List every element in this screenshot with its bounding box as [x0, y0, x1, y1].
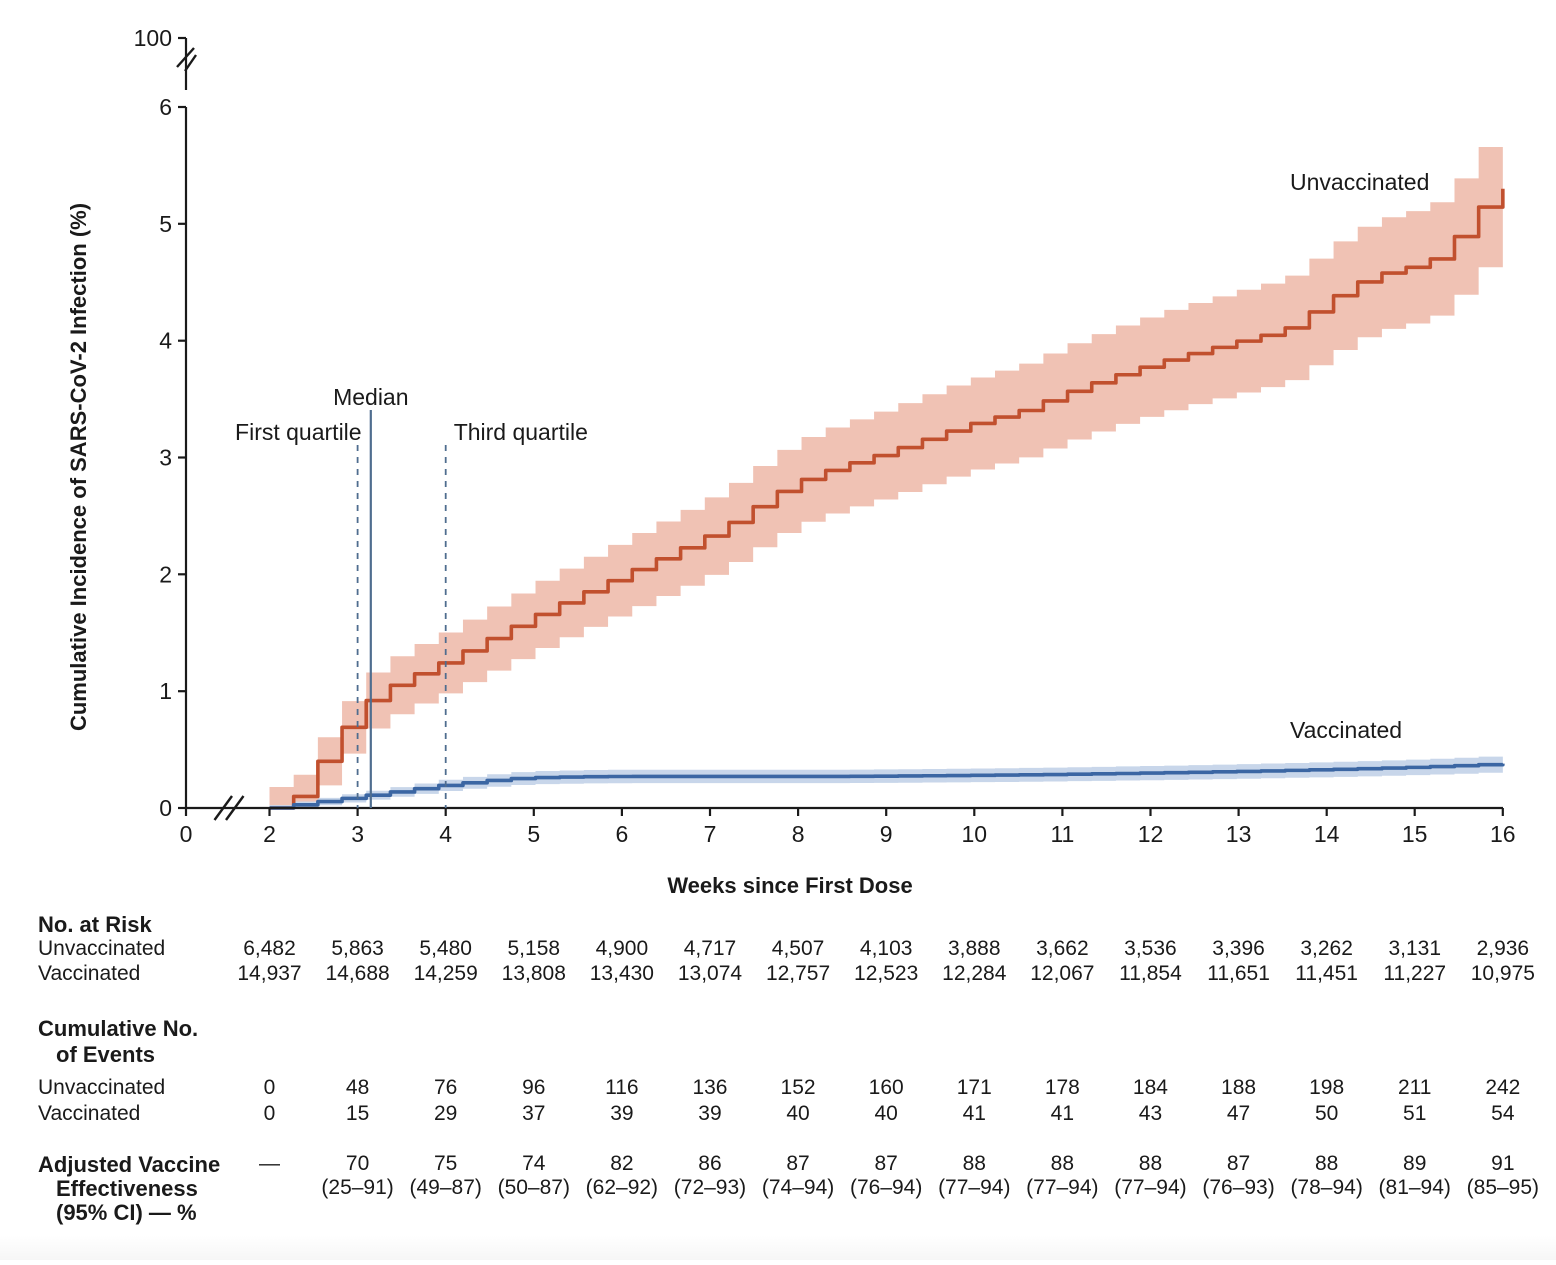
svg-text:15: 15 — [1402, 821, 1428, 847]
svg-text:1: 1 — [159, 678, 172, 704]
svg-text:11: 11 — [1050, 821, 1074, 847]
svg-text:2: 2 — [263, 821, 276, 847]
svg-text:14: 14 — [1314, 821, 1340, 847]
svg-text:First quartile: First quartile — [235, 419, 362, 445]
svg-text:10: 10 — [962, 821, 988, 847]
svg-text:13: 13 — [1226, 821, 1252, 847]
svg-text:Cumulative Incidence of SARS-C: Cumulative Incidence of SARS-CoV-2 Infec… — [66, 203, 91, 731]
svg-text:Unvaccinated: Unvaccinated — [1290, 169, 1429, 195]
svg-text:16: 16 — [1490, 821, 1516, 847]
svg-text:5: 5 — [527, 821, 540, 847]
svg-text:Weeks since First Dose: Weeks since First Dose — [667, 873, 912, 898]
svg-text:7: 7 — [704, 821, 717, 847]
svg-text:0: 0 — [180, 821, 193, 847]
svg-text:3: 3 — [159, 445, 172, 471]
svg-text:5: 5 — [159, 211, 172, 237]
svg-text:8: 8 — [792, 821, 805, 847]
svg-text:Median: Median — [333, 384, 408, 410]
svg-text:3: 3 — [351, 821, 364, 847]
svg-text:12: 12 — [1138, 821, 1164, 847]
svg-text:100: 100 — [134, 25, 172, 51]
svg-text:9: 9 — [880, 821, 893, 847]
svg-text:0: 0 — [159, 795, 172, 821]
svg-text:4: 4 — [159, 328, 172, 354]
svg-text:2: 2 — [159, 561, 172, 587]
svg-text:Third quartile: Third quartile — [454, 419, 588, 445]
svg-text:6: 6 — [159, 94, 172, 120]
svg-text:6: 6 — [616, 821, 629, 847]
svg-text:Vaccinated: Vaccinated — [1290, 717, 1402, 743]
svg-text:4: 4 — [439, 821, 452, 847]
